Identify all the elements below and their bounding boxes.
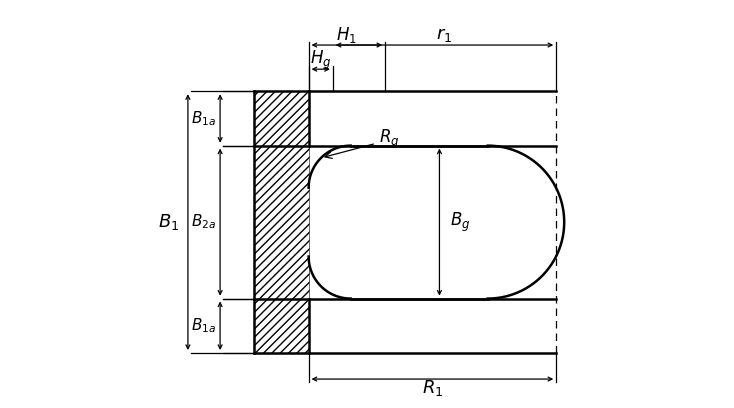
Text: $B_{1a}$: $B_{1a}$ (191, 316, 216, 335)
Polygon shape (254, 91, 308, 146)
Text: $R_g$: $R_g$ (325, 128, 399, 158)
Text: $B_{1a}$: $B_{1a}$ (191, 109, 216, 128)
Text: $B_{2a}$: $B_{2a}$ (191, 213, 216, 231)
Polygon shape (254, 146, 308, 299)
Text: $H_1$: $H_1$ (336, 25, 357, 45)
Text: $B_1$: $B_1$ (158, 212, 179, 232)
Text: $R_1$: $R_1$ (422, 378, 443, 398)
Text: $r_1$: $r_1$ (436, 26, 453, 44)
Text: $H_g$: $H_g$ (310, 49, 332, 72)
Polygon shape (254, 299, 308, 353)
Text: $B_g$: $B_g$ (449, 211, 470, 234)
